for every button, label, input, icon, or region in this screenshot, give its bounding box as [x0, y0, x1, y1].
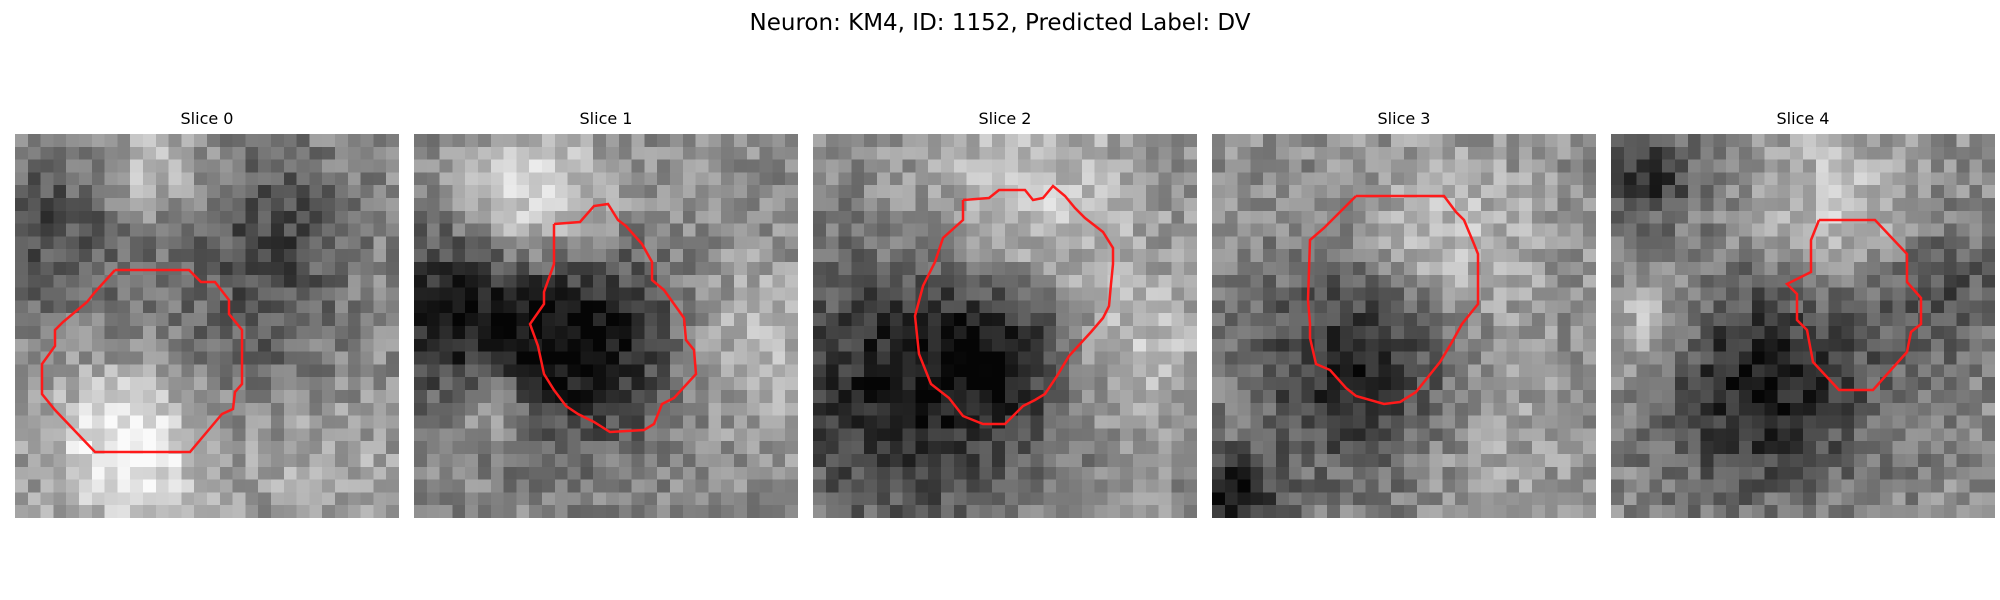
slice-title: Slice 4: [1776, 109, 1830, 128]
roi-outline-layer: [1784, 218, 1923, 392]
slice-title: Slice 1: [579, 109, 633, 128]
roi-outline: [1306, 194, 1480, 406]
slice-image: [15, 134, 399, 518]
figure-title: Neuron: KM4, ID: 1152, Predicted Label: …: [749, 10, 1251, 36]
grayscale-micrograph: [15, 134, 399, 518]
roi-outline: [1784, 218, 1923, 392]
slice-title: Slice 2: [978, 109, 1032, 128]
roi-outline-layer: [1306, 194, 1480, 406]
roi-outline: [40, 268, 244, 454]
roi-outline-layer: [913, 184, 1115, 426]
roi-outline: [913, 184, 1115, 426]
roi-outline-layer: [528, 202, 698, 434]
roi-outline-layer: [40, 268, 244, 454]
grayscale-micrograph: [1212, 134, 1596, 518]
slice-image: [813, 134, 1197, 518]
slice-image: [414, 134, 798, 518]
roi-outline: [528, 202, 698, 434]
grayscale-micrograph: [414, 134, 798, 518]
slice-image: [1212, 134, 1596, 518]
grayscale-micrograph: [813, 134, 1197, 518]
slice-image: [1611, 134, 1995, 518]
slice-title: Slice 0: [180, 109, 234, 128]
slice-title: Slice 3: [1377, 109, 1431, 128]
